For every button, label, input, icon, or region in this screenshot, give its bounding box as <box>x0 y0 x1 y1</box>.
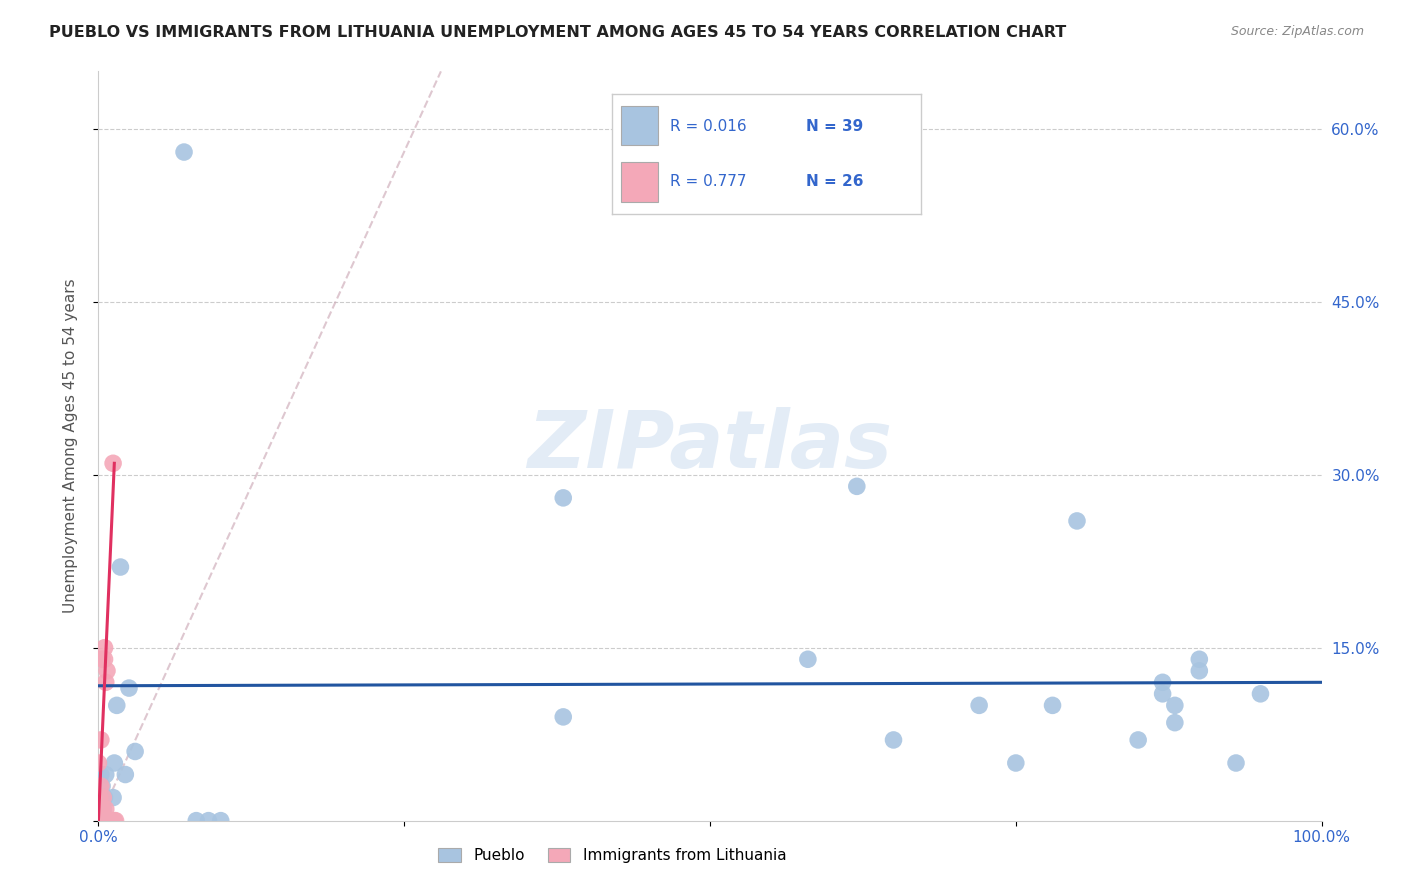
Point <box>1164 715 1187 730</box>
Point <box>91 790 114 805</box>
Point <box>89 814 111 828</box>
Point <box>967 698 990 713</box>
Point <box>93 652 115 666</box>
Point <box>114 767 136 781</box>
Point <box>173 145 195 159</box>
Text: R = 0.016: R = 0.016 <box>671 119 747 134</box>
Point <box>91 652 114 666</box>
Point <box>90 779 112 793</box>
Point <box>1066 514 1088 528</box>
Point <box>94 675 117 690</box>
Point <box>1188 664 1211 678</box>
Point <box>553 710 575 724</box>
Point <box>100 814 122 828</box>
Point <box>845 479 868 493</box>
Point <box>90 767 112 781</box>
Point <box>186 814 208 828</box>
Bar <box>621 106 658 145</box>
Point <box>103 814 125 828</box>
Point <box>118 681 141 695</box>
Point <box>87 814 110 828</box>
Point <box>553 491 575 505</box>
Point <box>1128 733 1150 747</box>
Point <box>1225 756 1247 770</box>
Point <box>87 756 110 770</box>
Point <box>97 814 120 828</box>
Point <box>94 767 117 781</box>
Point <box>1004 756 1026 770</box>
Point <box>197 814 219 828</box>
Point <box>93 640 115 655</box>
Point <box>1188 652 1211 666</box>
Point <box>100 814 122 828</box>
Point <box>91 779 114 793</box>
Point <box>104 814 127 828</box>
Point <box>87 790 110 805</box>
Point <box>91 802 114 816</box>
Text: N = 39: N = 39 <box>807 119 863 134</box>
Point <box>110 560 132 574</box>
Point <box>1164 698 1187 713</box>
Point <box>89 790 111 805</box>
Point <box>103 756 125 770</box>
Text: Source: ZipAtlas.com: Source: ZipAtlas.com <box>1230 25 1364 38</box>
Point <box>90 814 112 828</box>
Point <box>98 814 121 828</box>
Point <box>883 733 905 747</box>
Point <box>91 814 114 828</box>
Point <box>1152 687 1174 701</box>
Point <box>101 790 124 805</box>
Point <box>91 814 114 828</box>
Point <box>101 456 124 470</box>
Point <box>209 814 232 828</box>
Point <box>797 652 820 666</box>
Point <box>93 814 115 828</box>
Point <box>1042 698 1064 713</box>
Y-axis label: Unemployment Among Ages 45 to 54 years: Unemployment Among Ages 45 to 54 years <box>63 278 77 614</box>
Point <box>87 814 110 828</box>
Point <box>87 802 110 816</box>
Point <box>91 802 114 816</box>
Text: R = 0.777: R = 0.777 <box>671 174 747 189</box>
Text: N = 26: N = 26 <box>807 174 863 189</box>
Text: ZIPatlas: ZIPatlas <box>527 407 893 485</box>
Point <box>1249 687 1271 701</box>
Legend: Pueblo, Immigrants from Lithuania: Pueblo, Immigrants from Lithuania <box>432 842 793 869</box>
Point <box>96 814 118 828</box>
Point <box>96 664 118 678</box>
Point <box>1152 675 1174 690</box>
Point <box>93 790 115 805</box>
Bar <box>621 162 658 202</box>
Point <box>94 802 117 816</box>
Point <box>90 733 112 747</box>
Text: PUEBLO VS IMMIGRANTS FROM LITHUANIA UNEMPLOYMENT AMONG AGES 45 TO 54 YEARS CORRE: PUEBLO VS IMMIGRANTS FROM LITHUANIA UNEM… <box>49 25 1067 40</box>
Point <box>87 814 110 828</box>
Point <box>89 802 111 816</box>
Point <box>105 698 128 713</box>
Point <box>124 744 146 758</box>
